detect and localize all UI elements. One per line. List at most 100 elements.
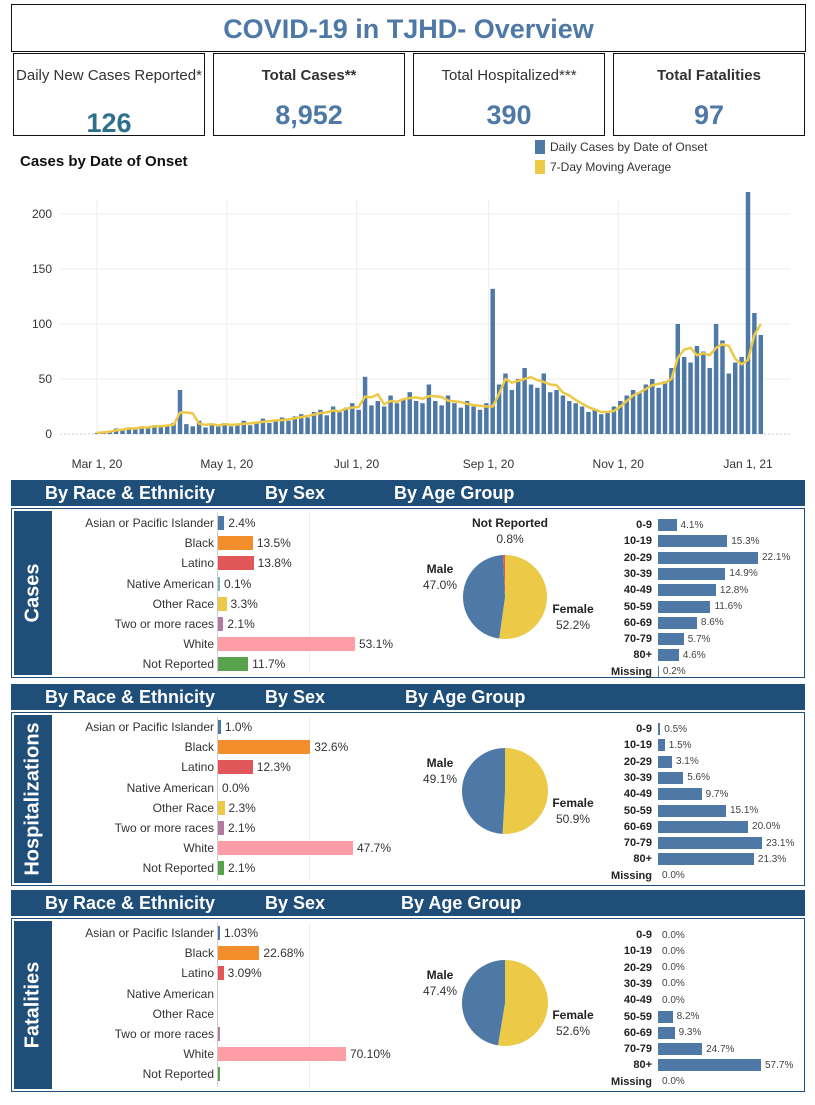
age-row[interactable]: 70-79 5.7% [592,631,802,647]
age-row[interactable]: 20-29 22.1% [592,550,802,566]
race-bar[interactable] [218,657,249,672]
age-bar[interactable] [658,584,716,597]
age-bar[interactable] [658,723,661,735]
age-row[interactable]: 50-59 11.6% [592,599,802,615]
race-bar[interactable] [218,821,224,835]
race-row[interactable]: Native American 0.0% [12,780,432,796]
age-row[interactable]: 20-29 0.0% [592,960,802,976]
race-row[interactable]: Not Reported 2.1% [12,860,432,876]
female-slice[interactable] [499,555,547,639]
age-row[interactable]: 40-49 12.8% [592,582,802,598]
race-row[interactable]: Other Race 3.3% [12,596,432,612]
race-bar[interactable] [218,800,225,815]
age-row[interactable]: 60-69 20.0% [592,819,802,835]
age-bar[interactable] [658,519,677,531]
age-row[interactable]: 20-29 3.1% [592,754,802,770]
age-bar[interactable] [658,804,726,817]
age-bar[interactable] [658,1059,761,1072]
race-bar[interactable] [218,926,220,940]
age-bar[interactable] [658,771,684,784]
race-bar[interactable] [218,536,253,551]
age-bar[interactable] [658,1043,703,1056]
race-row[interactable]: Two or more races [12,1026,432,1042]
age-bar[interactable] [658,853,754,866]
age-row[interactable]: Missing 0.0% [592,1074,802,1090]
race-row[interactable]: Two or more races 2.1% [12,820,432,836]
race-bar[interactable] [218,576,220,591]
age-bar[interactable] [658,551,758,564]
age-bar[interactable] [658,739,665,752]
age-bar[interactable] [658,665,659,678]
legend-average[interactable]: 7-Day Moving Average [535,160,671,174]
race-bar[interactable] [218,966,224,981]
race-row[interactable]: Asian or Pacific Islander 1.03% [12,925,432,941]
race-bar[interactable] [218,861,224,876]
race-row[interactable]: Black 22.68% [12,945,432,961]
age-row[interactable]: 40-49 9.7% [592,786,802,802]
race-row[interactable]: Not Reported [12,1066,432,1082]
age-bar[interactable] [658,755,672,768]
race-row[interactable]: Black 32.6% [12,739,432,755]
age-row[interactable]: 0-9 0.5% [592,721,802,737]
not-reported-slice[interactable] [502,555,505,597]
race-bar[interactable] [218,760,253,775]
sex-pie-chart[interactable] [463,555,547,639]
race-row[interactable]: Black 13.5% [12,535,432,551]
age-row[interactable]: 80+ 57.7% [592,1057,802,1073]
age-row[interactable]: Missing 0.2% [592,664,802,680]
male-slice[interactable] [462,960,505,1046]
age-bar[interactable] [658,616,697,629]
race-bar[interactable] [218,1047,346,1062]
race-bar[interactable] [218,841,353,856]
race-row[interactable]: Two or more races 2.1% [12,616,432,632]
age-row[interactable]: 30-39 14.9% [592,566,802,582]
age-row[interactable]: Missing 0.0% [592,868,802,884]
age-bar[interactable] [658,837,762,850]
sex-pie-chart[interactable] [462,960,548,1046]
age-row[interactable]: 30-39 5.6% [592,770,802,786]
age-bar[interactable] [658,820,749,833]
age-row[interactable]: 50-59 15.1% [592,803,802,819]
race-bar[interactable] [218,556,254,571]
sex-pie-chart[interactable] [462,748,548,834]
age-row[interactable]: 80+ 4.6% [592,647,802,663]
race-row[interactable]: White 47.7% [12,840,432,856]
age-bar[interactable] [658,788,702,801]
race-row[interactable]: Latino 3.09% [12,965,432,981]
age-row[interactable]: 40-49 0.0% [592,992,802,1008]
age-row[interactable]: 80+ 21.3% [592,851,802,867]
age-bar[interactable] [658,600,711,613]
age-row[interactable]: 60-69 9.3% [592,1025,802,1041]
race-bar[interactable] [218,637,355,652]
age-row[interactable]: 0-9 0.0% [592,927,802,943]
race-row[interactable]: Other Race 2.3% [12,800,432,816]
legend-daily[interactable]: Daily Cases by Date of Onset [535,140,707,154]
age-row[interactable]: 60-69 8.6% [592,615,802,631]
race-row[interactable]: Latino 12.3% [12,759,432,775]
age-row[interactable]: 10-19 15.3% [592,533,802,549]
female-slice[interactable] [502,748,548,834]
race-bar[interactable] [218,516,225,530]
age-row[interactable]: 10-19 0.0% [592,943,802,959]
race-row[interactable]: Asian or Pacific Islander 1.0% [12,719,432,735]
age-row[interactable]: 30-39 0.0% [592,976,802,992]
race-row[interactable]: Native American 0.1% [12,576,432,592]
male-slice[interactable] [462,748,505,834]
race-row[interactable]: White 70.10% [12,1046,432,1062]
race-bar[interactable] [218,720,221,734]
age-row[interactable]: 0-9 4.1% [592,517,802,533]
age-bar[interactable] [658,649,679,662]
male-slice[interactable] [463,555,505,639]
race-bar[interactable] [218,617,224,631]
age-bar[interactable] [658,633,684,646]
age-bar[interactable] [658,567,726,580]
race-bar[interactable] [218,946,260,961]
race-row[interactable]: Latino 13.8% [12,555,432,571]
race-row[interactable]: Asian or Pacific Islander 2.4% [12,515,432,531]
race-row[interactable]: White 53.1% [12,636,432,652]
female-slice[interactable] [498,960,548,1046]
race-bar[interactable] [218,1067,220,1082]
race-row[interactable]: Other Race [12,1006,432,1022]
age-bar[interactable] [658,1010,673,1023]
age-row[interactable]: 70-79 23.1% [592,835,802,851]
